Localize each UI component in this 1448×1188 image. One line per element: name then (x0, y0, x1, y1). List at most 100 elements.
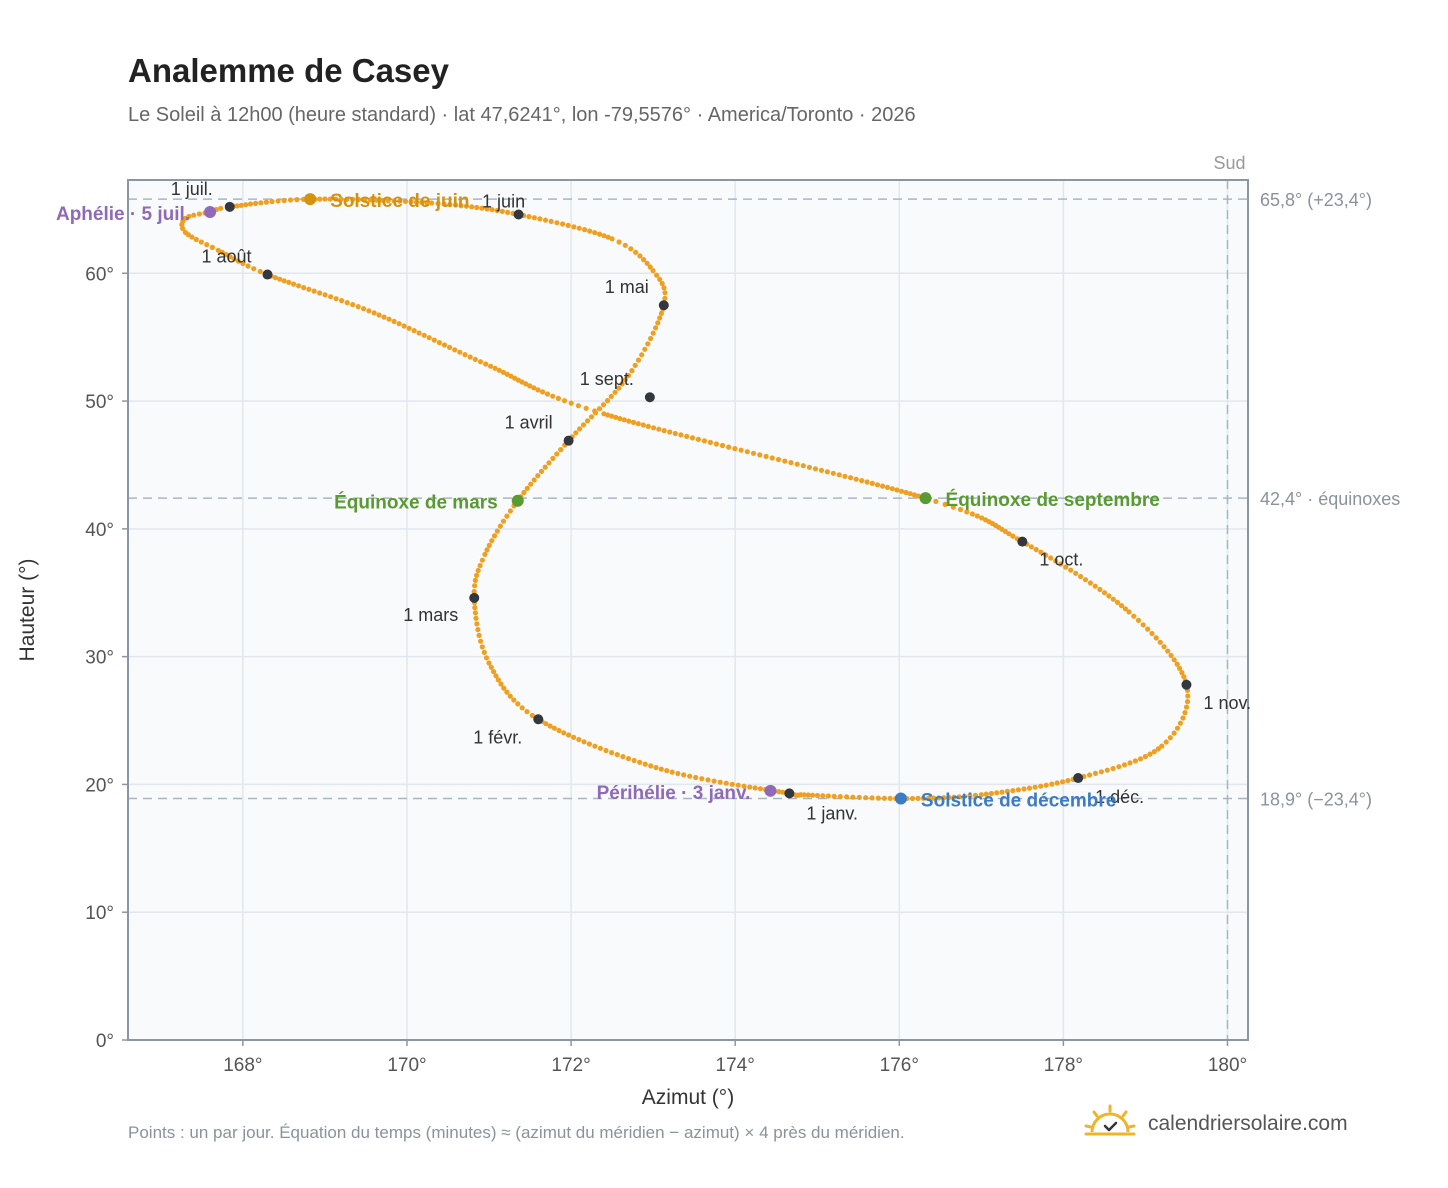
daily-point (621, 417, 627, 423)
daily-point (911, 492, 917, 498)
daily-point (667, 429, 673, 435)
daily-point (684, 433, 690, 439)
daily-point (397, 198, 403, 204)
daily-point (479, 557, 485, 563)
daily-point (757, 786, 764, 792)
daily-point (1104, 767, 1110, 773)
daily-point (402, 198, 409, 204)
daily-point (979, 515, 985, 521)
month-marker (224, 201, 235, 212)
daily-point (880, 483, 886, 489)
sun-check-icon (1084, 1104, 1136, 1136)
daily-point (491, 669, 497, 675)
daily-point (903, 489, 909, 496)
daily-point (657, 276, 663, 282)
footnote: Points : un par jour. Équation du temps … (128, 1123, 905, 1142)
daily-point (272, 275, 278, 281)
daily-point (577, 426, 583, 432)
daily-point (974, 513, 980, 519)
daily-point (582, 227, 588, 233)
daily-point (951, 794, 957, 800)
daily-point (967, 793, 973, 799)
daily-point (435, 200, 441, 207)
daily-point (654, 272, 660, 278)
daily-point (637, 253, 643, 259)
daily-point (227, 254, 233, 260)
daily-point (457, 349, 463, 355)
daily-point (180, 225, 186, 231)
daily-point (800, 463, 806, 469)
daily-point (936, 795, 942, 801)
daily-point (795, 792, 801, 798)
daily-point (1182, 710, 1188, 716)
daily-point (1110, 596, 1116, 602)
daily-point (218, 205, 224, 211)
daily-point (603, 747, 609, 754)
daily-point (640, 422, 646, 428)
daily-point (869, 480, 875, 486)
altitude-reference-label: 65,8° (+23,4°) (1260, 190, 1372, 210)
month-label: 1 nov. (1203, 693, 1251, 713)
daily-point (658, 310, 665, 316)
daily-point (1174, 661, 1180, 667)
x-tick-label: 172° (551, 1055, 590, 1076)
x-tick-label: 168° (223, 1055, 262, 1076)
daily-point (1043, 552, 1049, 558)
daily-point (592, 408, 598, 414)
daily-point (1171, 730, 1177, 736)
daily-point (757, 452, 763, 458)
daily-point (1174, 725, 1181, 731)
daily-point (1092, 770, 1099, 777)
daily-point (286, 279, 292, 285)
daily-point (950, 504, 956, 510)
x-tick-label: 174° (716, 1055, 755, 1076)
daily-point (1098, 769, 1104, 775)
daily-point (1021, 786, 1027, 792)
daily-point (1137, 756, 1144, 762)
daily-point (818, 467, 825, 473)
daily-point (544, 391, 551, 397)
brand[interactable]: calendriersolaire.com (1084, 1104, 1348, 1144)
daily-point (531, 215, 538, 221)
daily-point (571, 224, 577, 230)
daily-point (926, 795, 932, 801)
daily-point (505, 209, 511, 215)
daily-point (576, 225, 582, 231)
daily-point (294, 197, 300, 203)
daily-point (1032, 784, 1038, 790)
daily-point (535, 387, 541, 393)
daily-point (656, 426, 662, 432)
daily-point (1049, 781, 1055, 787)
daily-point (782, 458, 788, 464)
daily-point (1054, 780, 1060, 786)
daily-point (524, 709, 530, 715)
daily-point (542, 217, 549, 223)
daily-point (1097, 586, 1103, 593)
daily-point (575, 403, 582, 409)
daily-point (547, 723, 553, 729)
daily-point (941, 795, 947, 801)
daily-point (565, 222, 571, 228)
daily-point (831, 793, 837, 799)
daily-point (1048, 555, 1054, 561)
daily-point (528, 481, 534, 487)
daily-point (648, 763, 654, 769)
daily-point (1043, 782, 1049, 788)
daily-point (477, 359, 484, 365)
daily-point (794, 461, 800, 467)
month-label: 1 juil. (171, 179, 213, 199)
daily-point (983, 791, 989, 797)
daily-point (969, 511, 976, 517)
daily-point (596, 231, 603, 237)
daily-point (597, 745, 604, 751)
daily-point (540, 389, 546, 395)
daily-point (529, 712, 536, 719)
daily-point (1167, 735, 1173, 741)
daily-point (486, 542, 492, 549)
daily-point (806, 464, 813, 470)
month-marker (644, 392, 655, 403)
daily-point (484, 547, 490, 553)
daily-point (1155, 746, 1161, 752)
daily-point (616, 385, 622, 391)
event-marker (511, 494, 524, 507)
